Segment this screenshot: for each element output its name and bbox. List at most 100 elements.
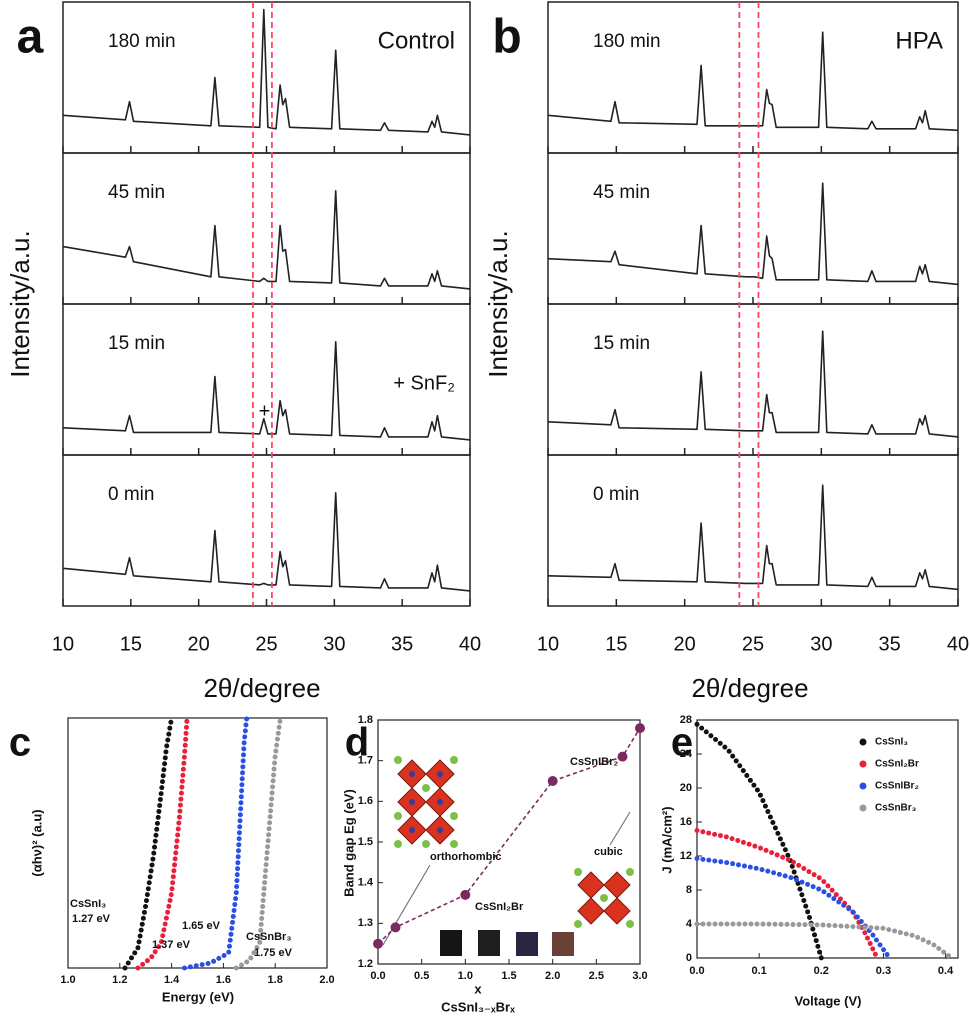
y-tick-label: 16: [680, 816, 692, 828]
y-tick-label: 20: [680, 782, 692, 794]
y-axis-label: (αhν)² (a.u): [29, 809, 44, 876]
x-tick-label: 2.0: [545, 970, 560, 982]
x-tick-label: 0.0: [689, 965, 704, 977]
y-axis-label: J (mA/cm²): [659, 806, 674, 873]
subplot-frame: [62, 152, 471, 305]
annotation: 1.37 eV: [152, 939, 191, 951]
panel-title: HPA: [895, 27, 943, 54]
xrd-trace: [547, 31, 959, 132]
x-tick-label: 10: [537, 633, 559, 655]
y-axis-label: Intensity/a.u.: [5, 230, 35, 377]
annotation: CsSnBr₃: [246, 931, 291, 943]
series-label: 0 min: [108, 484, 154, 505]
series-label: 180 min: [108, 31, 176, 52]
x-tick-label: 1.0: [60, 974, 75, 986]
x-axis-label: x: [474, 981, 482, 996]
legend-swatch: [859, 738, 867, 746]
series-line: [373, 723, 645, 949]
x-tick-label: 2.5: [589, 970, 604, 982]
series-line: [233, 715, 283, 971]
annotation: CsSnI₃: [70, 898, 106, 910]
y-axis-label: Band gap Eg (eV): [341, 789, 356, 897]
legend-label: CsSnBr₃: [875, 803, 917, 814]
y-axis-label: Intensity/a.u.: [483, 230, 513, 377]
x-tick-label: 2.0: [319, 974, 334, 986]
y-tick-label: 1.4: [358, 877, 374, 889]
subplot-frame: [547, 1, 959, 154]
x-tick-label: 15: [120, 633, 142, 655]
x-tick-label: 40: [459, 633, 481, 655]
series-label: 15 min: [108, 333, 165, 354]
legend-swatch: [859, 782, 867, 790]
y-tick-label: 1.2: [358, 958, 373, 970]
xrd-trace: [547, 182, 959, 286]
x-tick-label: 30: [323, 633, 345, 655]
series-line: [694, 828, 880, 961]
y-tick-label: 0: [686, 952, 692, 964]
x-tick-label: 1.0: [458, 970, 473, 982]
xrd-trace: [547, 484, 959, 591]
x-tick-label: 1.8: [268, 974, 283, 986]
subplot-frame: [62, 454, 471, 607]
x-tick-label: 0.4: [938, 965, 954, 977]
annotation: 1.27 eV: [72, 913, 111, 925]
y-tick-label: 1.8: [358, 714, 373, 726]
series-label: 45 min: [593, 182, 650, 203]
series-label: 45 min: [108, 182, 165, 203]
legend-label: CsSnI₂Br: [875, 759, 919, 770]
crystal-cubic: [574, 868, 634, 928]
y-tick-label: 1.3: [358, 917, 373, 929]
impurity-marker: +: [259, 400, 271, 422]
legend-label: CsSnIBr₂: [875, 781, 919, 792]
x-tick-label: 3.0: [632, 970, 647, 982]
y-tick-label: 4: [686, 918, 693, 930]
x-tick-label: 40: [947, 633, 969, 655]
panel-label: e: [671, 721, 693, 765]
plot-frame: [67, 717, 328, 969]
xrd-trace: [62, 341, 471, 441]
x-tick-label: 20: [188, 633, 210, 655]
x-tick-label: 20: [674, 633, 696, 655]
x-tick-label: 0.0: [370, 970, 385, 982]
y-tick-label: 1.6: [358, 795, 373, 807]
series-label: 0 min: [593, 484, 639, 505]
panel-title: Control: [378, 27, 455, 54]
series-label: 180 min: [593, 31, 661, 52]
series-line: [694, 856, 893, 961]
annotation: + SnF₂: [393, 372, 455, 394]
x-axis-label: Voltage (V): [795, 993, 862, 1008]
y-tick-label: 1.7: [358, 755, 373, 767]
series-label: 15 min: [593, 333, 650, 354]
x-tick-label: 35: [391, 633, 413, 655]
y-tick-label: 12: [680, 850, 692, 862]
legend-swatch: [859, 760, 867, 768]
series-line: [135, 715, 190, 971]
panel-label: d: [345, 721, 369, 765]
annotation: CsSnI₂Br: [475, 901, 524, 913]
annotation: 1.65 eV: [182, 920, 221, 932]
x-tick-label: 25: [255, 633, 277, 655]
x-axis-label: 2θ/degree: [691, 673, 808, 703]
x-tick-label: 1.2: [112, 974, 127, 986]
y-tick-label: 1.5: [358, 836, 373, 848]
x-tick-label: 1.6: [216, 974, 231, 986]
xrd-trace: [62, 8, 471, 136]
annotation: orthorhombic: [430, 851, 502, 863]
x-axis-label-2: CsSnI₃₋ₓBrₓ: [441, 999, 515, 1014]
x-tick-label: 0.5: [414, 970, 429, 982]
xrd-trace: [547, 330, 959, 438]
crystal-orthorhombic: [394, 756, 458, 848]
xrd-trace: [62, 492, 471, 592]
x-tick-label: 25: [742, 633, 764, 655]
panel-label: b: [492, 11, 521, 64]
x-tick-label: 0.3: [876, 965, 891, 977]
legend-label: CsSnI₃: [875, 737, 908, 748]
panel-label: a: [17, 11, 44, 64]
x-tick-label: 35: [879, 633, 901, 655]
x-axis-label: Energy (eV): [162, 989, 234, 1004]
x-tick-label: 0.1: [751, 965, 766, 977]
y-tick-label: 8: [686, 884, 692, 896]
subplot-frame: [547, 303, 959, 456]
film-photos: [440, 930, 574, 956]
